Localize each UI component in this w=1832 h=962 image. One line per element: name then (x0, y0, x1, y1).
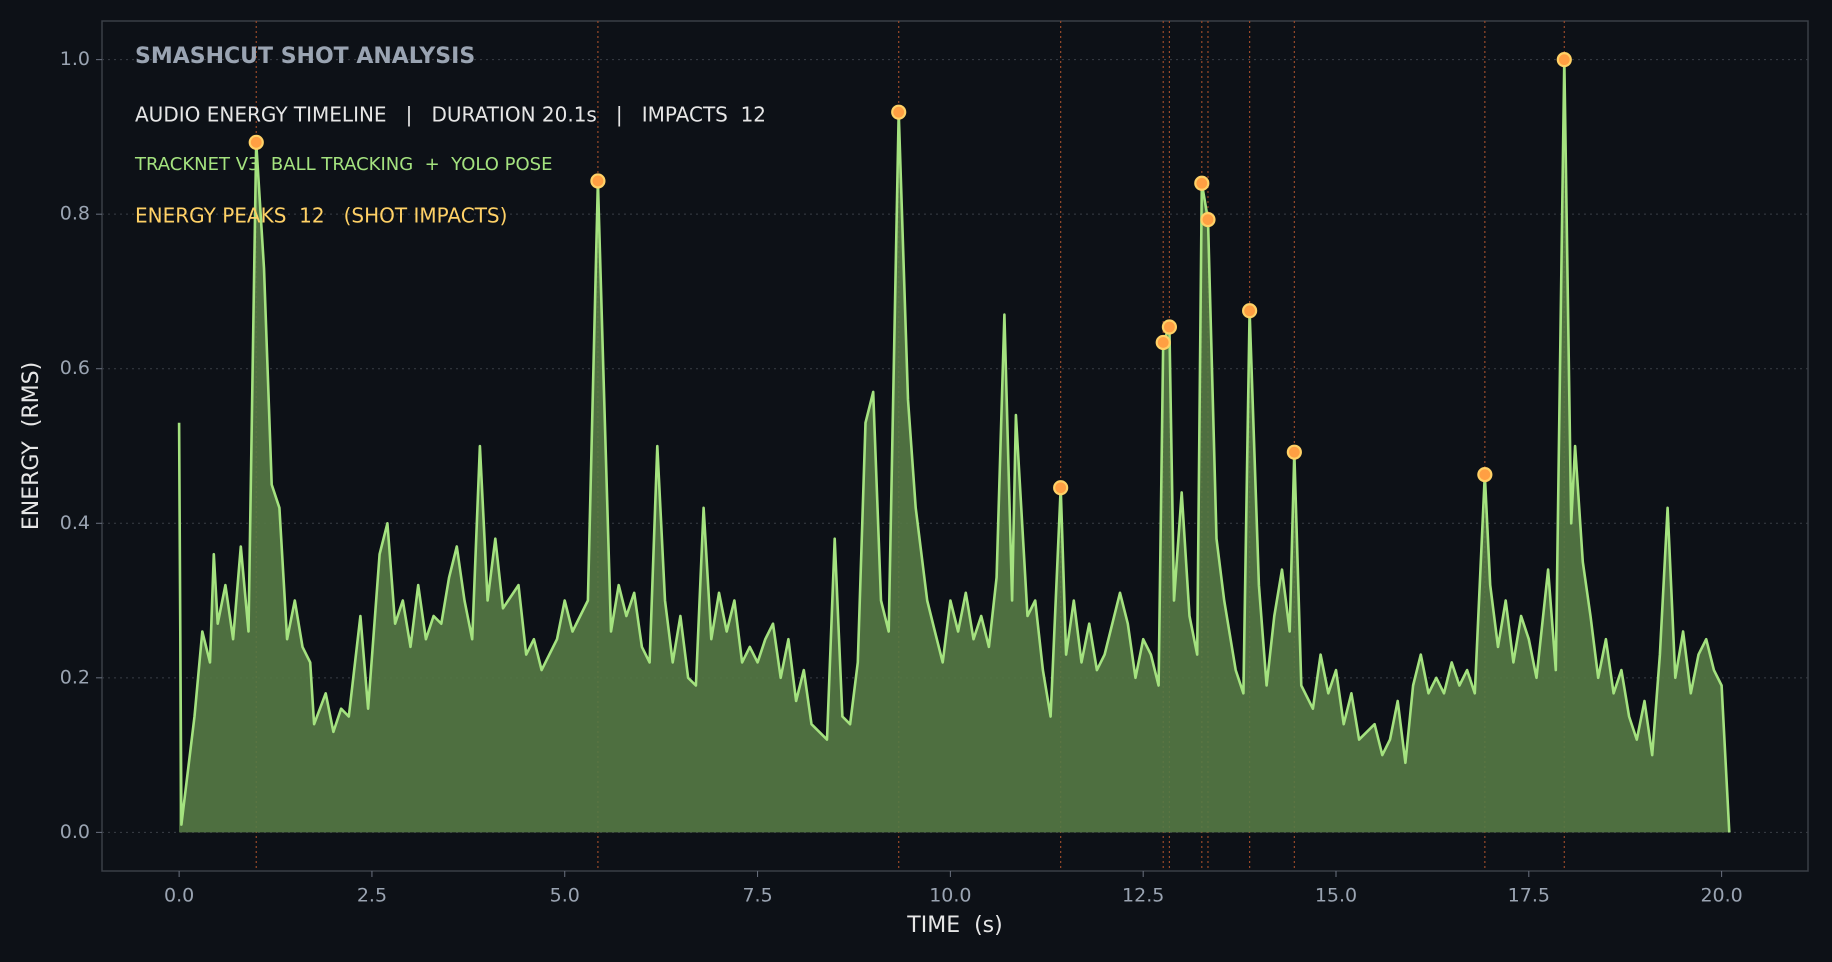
y-tick-label: 0.2 (60, 666, 90, 688)
peak-marker (1194, 175, 1210, 191)
y-tick-label: 0.4 (60, 512, 90, 534)
peak-marker (1161, 319, 1178, 335)
peak-marker (248, 134, 264, 150)
y-axis-label: ENERGY (RMS) (19, 362, 44, 530)
y-tick-label: 1.0 (60, 48, 90, 70)
x-axis-label: TIME (s) (906, 913, 1002, 938)
plot (102, 21, 1808, 871)
x-tick-label: 12.5 (1122, 885, 1164, 907)
x-tick-label: 5.0 (550, 885, 580, 907)
peak-marker (1477, 466, 1493, 483)
annotation: TRACKNET V3 BALL TRACKING + YOLO POSE (134, 154, 552, 175)
plot-frame (101, 20, 1809, 872)
peak-marker (1242, 303, 1258, 319)
x-tick-label: 17.5 (1508, 885, 1550, 907)
peak-marker (1155, 334, 1171, 351)
peak-marker (891, 104, 907, 120)
peak-marker (1200, 211, 1216, 228)
chart-title: SMASHCUT SHOT ANALYSIS (135, 44, 475, 69)
x-tick-label: 10.0 (929, 885, 971, 907)
x-tick-label: 20.0 (1700, 885, 1742, 907)
subtitle: AUDIO ENERGY TIMELINE | DURATION 20.1s |… (135, 103, 766, 127)
y-tick-label: 0.8 (60, 203, 90, 225)
energy-line (177, 58, 1731, 833)
annotation: ENERGY PEAKS 12 (SHOT IMPACTS) (135, 204, 507, 228)
area-fill (179, 59, 1730, 833)
y-tick-label: 0.6 (60, 357, 90, 379)
peak-marker (1053, 480, 1069, 496)
peak-marker (1556, 52, 1572, 68)
x-tick-label: 0.0 (164, 885, 194, 907)
y-tick-label: 0.0 (60, 821, 90, 843)
x-tick-label: 15.0 (1315, 885, 1357, 907)
x-tick-label: 2.5 (357, 885, 387, 907)
peak-marker (590, 173, 606, 189)
peak-marker (1286, 444, 1302, 460)
x-tick-label: 7.5 (742, 885, 772, 907)
